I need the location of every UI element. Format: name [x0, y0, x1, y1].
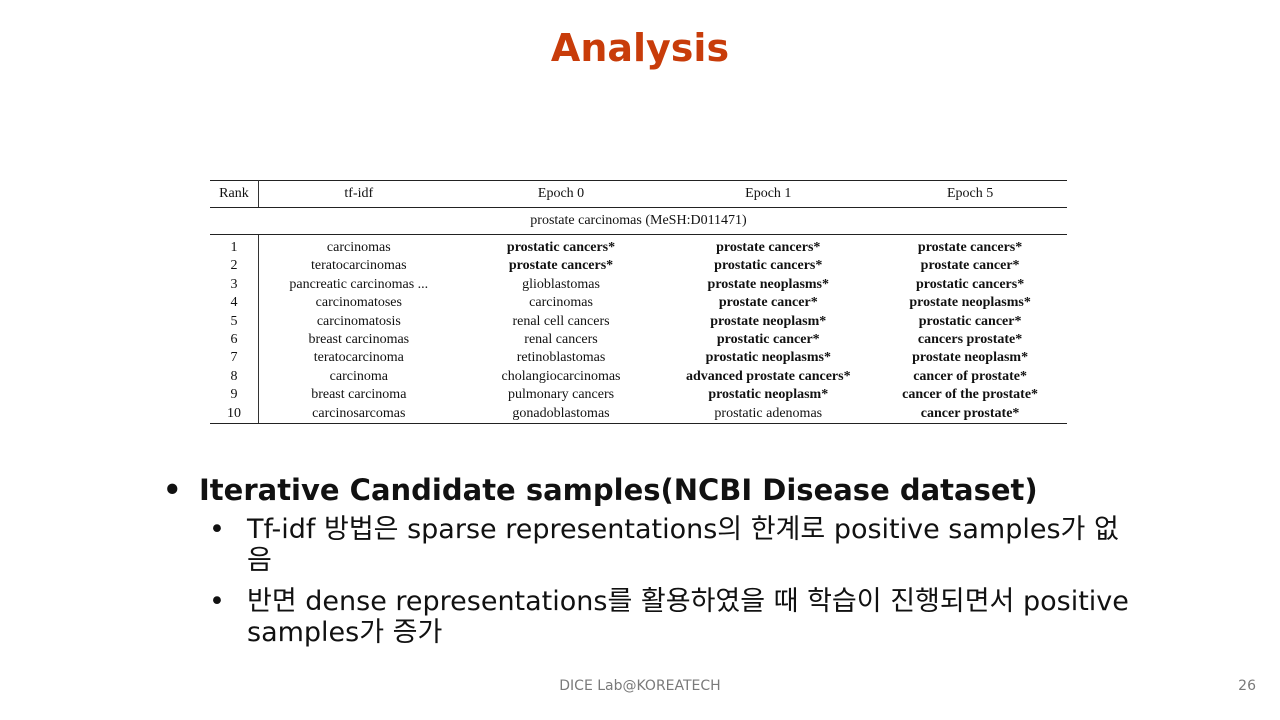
tfidf-cell: carcinoma: [329, 368, 388, 384]
bullet-main: • Iterative Candidate samples(NCBI Disea…: [163, 468, 1143, 512]
epoch5-cell: prostate neoplasms*: [909, 295, 1031, 311]
results-table-container: Rank tf-idf Epoch 0 Epoch 1 Epoch 5 pros…: [210, 180, 1067, 425]
epoch0-cell: carcinomas: [529, 295, 593, 311]
rank-cell: 9: [210, 386, 259, 405]
bullet-list: • Iterative Candidate samples(NCBI Disea…: [163, 468, 1143, 648]
rank-cell: 10: [210, 404, 259, 425]
group-row: prostate carcinomas (MeSH:D011471): [210, 207, 1067, 235]
page-number: 26: [1238, 678, 1256, 694]
bullet-sub-2-text: 반면 dense representations를 활용하였을 때 학습이 진행…: [247, 586, 1129, 648]
epoch0-cell: gonadoblastomas: [458, 404, 664, 425]
table-header-row: Rank tf-idf Epoch 0 Epoch 1 Epoch 5: [210, 180, 1067, 208]
tfidf-cell: breast carcinomas: [308, 332, 410, 348]
epoch1-cell: prostate cancers*: [716, 240, 821, 255]
tfidf-cell: carcinomatosis: [316, 313, 401, 329]
table-row: 9 breast carcinoma pulmonary cancers prosta…: [210, 386, 1067, 405]
epoch0-cell: retinoblastomas: [516, 350, 606, 366]
tfidf-cell: pancreatic carcinomas ...: [289, 276, 429, 292]
header-epoch5: Epoch 5: [873, 180, 1067, 208]
epoch1-cell: advanced prostate cancers*: [685, 368, 851, 384]
bullet-sub-1: • Tf-idf 방법은 sparse representations의 한계로…: [209, 514, 1143, 576]
rank-cell: 8: [210, 367, 259, 387]
epoch0-cell: renal cell cancers: [512, 313, 610, 329]
table-row: 7 teratocarcinoma retinoblastomas prostatic…: [210, 349, 1067, 368]
epoch5-cell: prostatic cancers*: [915, 276, 1025, 292]
table-row: 2 teratocarcinomas prostate cancers* prosta…: [210, 257, 1067, 276]
epoch5-cell: prostate neoplasm*: [912, 350, 1029, 366]
rank-cell: 3: [210, 275, 259, 295]
epoch1-cell: prostate cancer*: [718, 295, 818, 311]
epoch1-cell: prostate neoplasm*: [710, 313, 827, 329]
epoch5-cell: cancer of prostate*: [913, 368, 1027, 384]
table-row: 6 breast carcinomas renal cancers prostatic…: [210, 331, 1067, 350]
table-row: 8 carcinoma cholangiocarcinomas advanced pr…: [210, 367, 1067, 387]
rank-cell: 7: [210, 349, 259, 368]
tfidf-cell: carcinomatoses: [315, 295, 402, 311]
spacer-row: [210, 234, 1067, 239]
bullet-main-text: Iterative Candidate samples(NCBI Disease…: [199, 473, 1038, 507]
epoch1-cell: prostatic cancers*: [714, 258, 823, 274]
epoch1-cell: prostate neoplasms*: [707, 276, 829, 292]
header-epoch0: Epoch 0: [458, 180, 664, 208]
epoch5-cell: prostate cancer*: [920, 258, 1020, 274]
epoch5-cell: prostate cancers*: [917, 240, 1023, 255]
epoch0-cell: prostatic cancers*: [506, 240, 616, 255]
epoch0-cell: prostate cancers*: [508, 258, 614, 274]
table-row: 3 pancreatic carcinomas ... glioblastomas p…: [210, 275, 1067, 295]
table-row: 10 carcinosarcomas gonadoblastomas prostati…: [210, 404, 1067, 425]
rank-cell: 2: [210, 257, 259, 276]
rank-cell: 4: [210, 294, 259, 313]
tfidf-cell: carcinosarcomas: [258, 404, 459, 425]
epoch1-cell: prostatic neoplasms*: [705, 350, 831, 366]
epoch5-cell: cancer of the prostate*: [902, 387, 1039, 403]
bullet-dot: •: [209, 514, 225, 545]
bullet-dot: •: [163, 473, 182, 507]
epoch1-cell: prostatic adenomas: [663, 404, 874, 425]
epoch0-cell: pulmonary cancers: [507, 387, 615, 403]
tfidf-cell: carcinomas: [326, 240, 391, 255]
epoch1-cell: prostatic cancer*: [716, 332, 820, 348]
header-epoch1: Epoch 1: [663, 180, 874, 208]
epoch0-cell: renal cancers: [524, 332, 598, 348]
rank-cell: 5: [210, 312, 259, 332]
spacer-cell: [210, 234, 259, 239]
table-row: 4 carcinomatoses carcinomas prostate cancer…: [210, 294, 1067, 313]
tfidf-cell: teratocarcinomas: [310, 258, 407, 274]
epoch0-cell: cholangiocarcinomas: [501, 368, 621, 384]
bullet-sub-1-text: Tf-idf 방법은 sparse representations의 한계로 p…: [247, 514, 1119, 576]
epoch5-cell: cancer prostate*: [873, 404, 1067, 425]
table-row: 1 carcinomas prostatic cancers* prostate ca…: [210, 239, 1067, 258]
bullet-sub-2: • 반면 dense representations를 활용하였을 때 학습이 …: [209, 586, 1143, 648]
candidate-table: Rank tf-idf Epoch 0 Epoch 1 Epoch 5 pros…: [210, 180, 1067, 425]
bullet-dot: •: [209, 586, 225, 617]
epoch5-cell: cancers prostate*: [917, 332, 1023, 348]
footer-lab: DICE Lab@KOREATECH: [559, 678, 721, 694]
table-row: 5 carcinomatosis renal cell cancers prostat…: [210, 312, 1067, 332]
slide-title: Analysis: [550, 26, 730, 70]
epoch1-cell: prostatic neoplasm*: [708, 387, 829, 403]
header-tfidf: tf-idf: [258, 180, 459, 208]
tfidf-cell: breast carcinoma: [311, 387, 407, 403]
rank-cell: 1: [210, 239, 259, 258]
group-label: prostate carcinomas (MeSH:D011471): [210, 207, 1067, 235]
header-rank: Rank: [210, 180, 259, 208]
epoch0-cell: glioblastomas: [522, 276, 600, 292]
tfidf-cell: teratocarcinoma: [313, 350, 404, 366]
epoch5-cell: prostatic cancer*: [918, 313, 1022, 329]
rank-cell: 6: [210, 331, 259, 350]
